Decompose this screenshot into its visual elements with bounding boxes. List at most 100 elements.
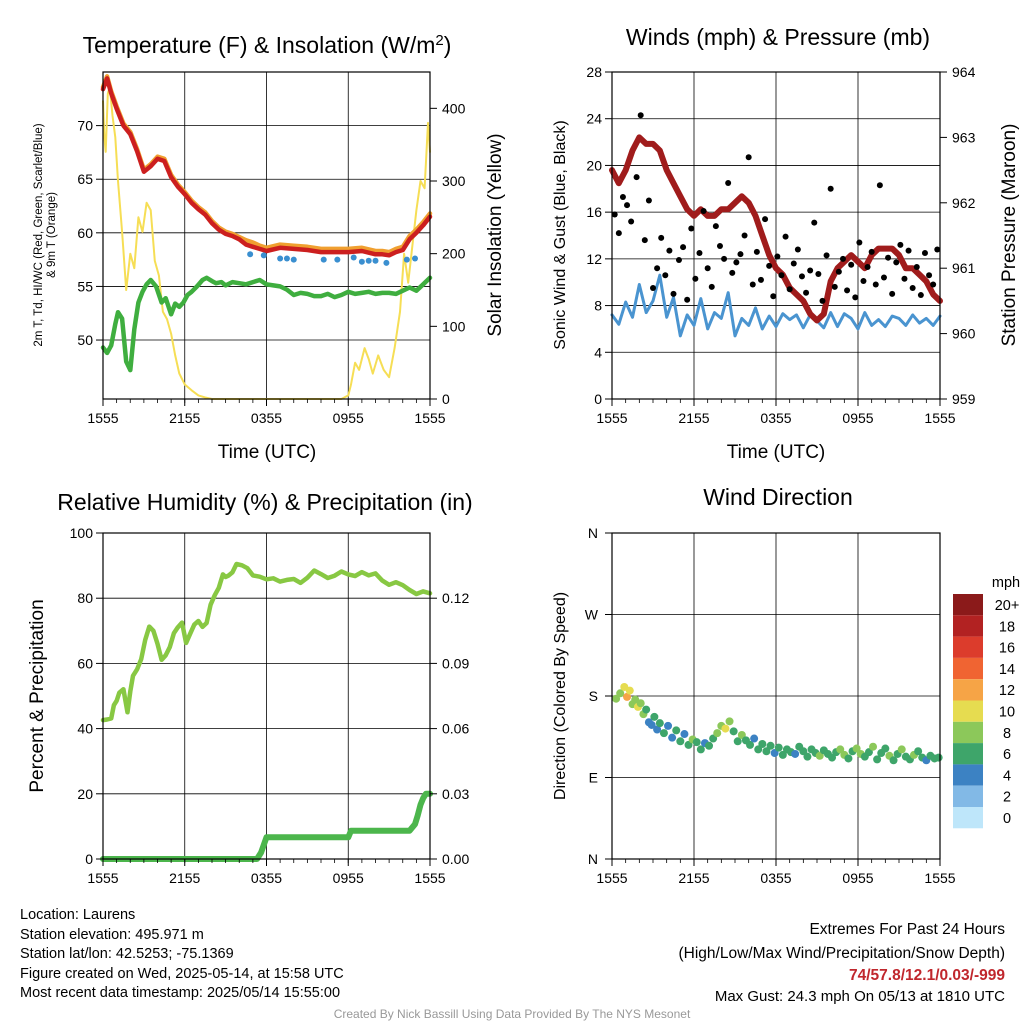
temperature-y-axis-label-line1: 2m T, Td, HI/WC (Red, Green, Scarlet/Blu…	[33, 123, 45, 346]
wind-point-gust_black	[624, 202, 631, 209]
temp-y-tick-label: 70	[77, 118, 93, 134]
wind-direction-panel: Wind Direction 1555 2155 0355 0955 1555 N E S W N…	[552, 484, 1020, 886]
wind-point-gust_black	[823, 252, 830, 259]
wind-direction-point	[746, 740, 755, 749]
wind-direction-point	[705, 741, 714, 750]
wind-point-gust_black	[815, 271, 822, 278]
colorbar-label: 8	[1003, 726, 1011, 742]
pressure-y-axis-label: Station Pressure (Maroon)	[999, 124, 1020, 347]
wind-point-gust_black	[905, 247, 912, 254]
wind-direction-point	[696, 745, 705, 754]
wind-direction-point	[758, 739, 767, 748]
temp-x-tick-label: 0355	[251, 410, 282, 426]
wind-point-gust_black	[917, 292, 924, 299]
wind-direction-point	[803, 752, 812, 761]
wind-direction-point	[676, 737, 685, 746]
wind-line-pressure_maroon	[609, 134, 943, 324]
temp-line-dewpoint_green	[100, 275, 433, 373]
wind-point-gust_black	[749, 281, 756, 288]
wind-point-gust_black	[662, 272, 669, 279]
temp-x-tick-label: 2155	[169, 410, 200, 426]
dir-y-tick-label: N	[588, 851, 598, 867]
wind-direction-point	[914, 747, 923, 756]
humidity-series	[100, 561, 433, 862]
wind-direction-point	[680, 730, 689, 739]
wind-point-gust_black	[766, 262, 773, 269]
wind-direction-point	[655, 719, 664, 728]
wind-direction-point	[770, 749, 779, 758]
wind-point-gust_black	[860, 278, 867, 285]
wind-point-gust_black	[650, 285, 656, 292]
wind-point-gust_black	[762, 216, 769, 223]
temp-x-tick-label: 1555	[414, 410, 445, 426]
colorbar-label: 4	[1003, 768, 1011, 784]
colorbar-label: 16	[999, 641, 1015, 657]
wind-point-gust_black	[856, 239, 863, 246]
colorbar-swatch	[953, 615, 983, 637]
wind-point-gust_black	[725, 179, 732, 186]
wind-point-gust_black	[611, 211, 618, 218]
wind-x-tick-label: 0955	[842, 410, 873, 426]
max-gust: Max Gust: 24.3 mph On 05/13 at 1810 UTC	[714, 988, 1005, 1005]
wind-direction-point	[864, 748, 873, 757]
temp-y-right-tick-label: 0	[442, 391, 450, 407]
wind-direction-point	[799, 747, 808, 756]
temp-line-temp_red	[100, 76, 433, 258]
wind-direction-point	[684, 740, 693, 749]
wind-y-tick-label: 4	[594, 344, 602, 360]
wind-direction-point	[881, 744, 890, 753]
wind-point-gust_black	[619, 193, 626, 200]
wind-point-gust_black	[872, 281, 879, 288]
wind-direction-point	[653, 725, 662, 734]
wind-point-gust_black	[819, 297, 826, 304]
temperature-ticks: 1555 2155 0355 0955 1555 50 55 60 65 70 0 100 200 300…	[77, 100, 465, 426]
wind-direction-panel-title: Wind Direction	[703, 484, 853, 510]
wind-point-gust_black	[844, 287, 851, 294]
wind-direction-point	[713, 729, 722, 738]
colorbar-label: 14	[999, 662, 1015, 678]
wind-point-gust_black	[774, 253, 781, 260]
wind-direction-point	[692, 738, 701, 747]
wind-direction-point	[889, 756, 898, 765]
wind-direction-point	[647, 720, 656, 729]
humidity-panel-title: Relative Humidity (%) & Precipitation (i…	[57, 489, 472, 515]
temperature-x-axis-label: Time (UTC)	[218, 442, 317, 463]
wind-point-gust_black	[753, 248, 760, 255]
colorbar-swatch	[953, 700, 983, 722]
temp-x-tick-label: 1555	[87, 410, 118, 426]
wind-point-gust_black	[811, 219, 818, 226]
wind-direction-series	[612, 682, 943, 765]
wind-point-gust_black	[876, 182, 883, 189]
wind-point-gust_black	[897, 241, 904, 248]
temperature-y-axis-label-line2: & 9m T (Orange)	[46, 192, 58, 278]
wind-point-gust_black	[696, 250, 703, 257]
wind-y-tick-label: 16	[586, 204, 602, 220]
wind-point-gust_black	[868, 248, 875, 255]
station-latlon: Station lat/lon: 42.5253; -75.1369	[20, 946, 234, 963]
wind-direction-point	[729, 727, 738, 736]
colorbar-label: 0	[1003, 811, 1011, 827]
wind-direction-point	[650, 712, 659, 721]
wind-y-tick-label: 12	[586, 251, 602, 267]
wind-x-tick-label: 1555	[924, 410, 955, 426]
wind-point-gust_black	[893, 259, 900, 266]
wind-point-gust_black	[839, 255, 846, 262]
colorbar-label: 6	[1003, 747, 1011, 763]
wind-point-gust_black	[666, 247, 673, 254]
colorbar-label: 18	[999, 619, 1015, 635]
wind-direction-point	[791, 749, 800, 758]
wind-direction-point	[762, 747, 771, 756]
insolation-y-axis-label: Solar Insolation (Yellow)	[485, 133, 506, 336]
wind-y-axis-label: Sonic Wind & Gust (Blue, Black)	[552, 120, 569, 349]
dir-y-tick-label: N	[588, 525, 598, 541]
wind-point-gust_black	[798, 273, 805, 280]
wind-point-gust_black	[684, 296, 691, 303]
colorbar-label: 12	[999, 683, 1015, 699]
wind-direction-grid	[612, 533, 940, 859]
rh-x-tick-label: 1555	[87, 870, 118, 886]
wind-point-gust_black	[852, 294, 859, 301]
wind-point-gust_black	[885, 254, 892, 261]
temp-point-feels_blue	[290, 256, 297, 263]
rh-y-right-tick-label: 0.03	[442, 786, 469, 802]
